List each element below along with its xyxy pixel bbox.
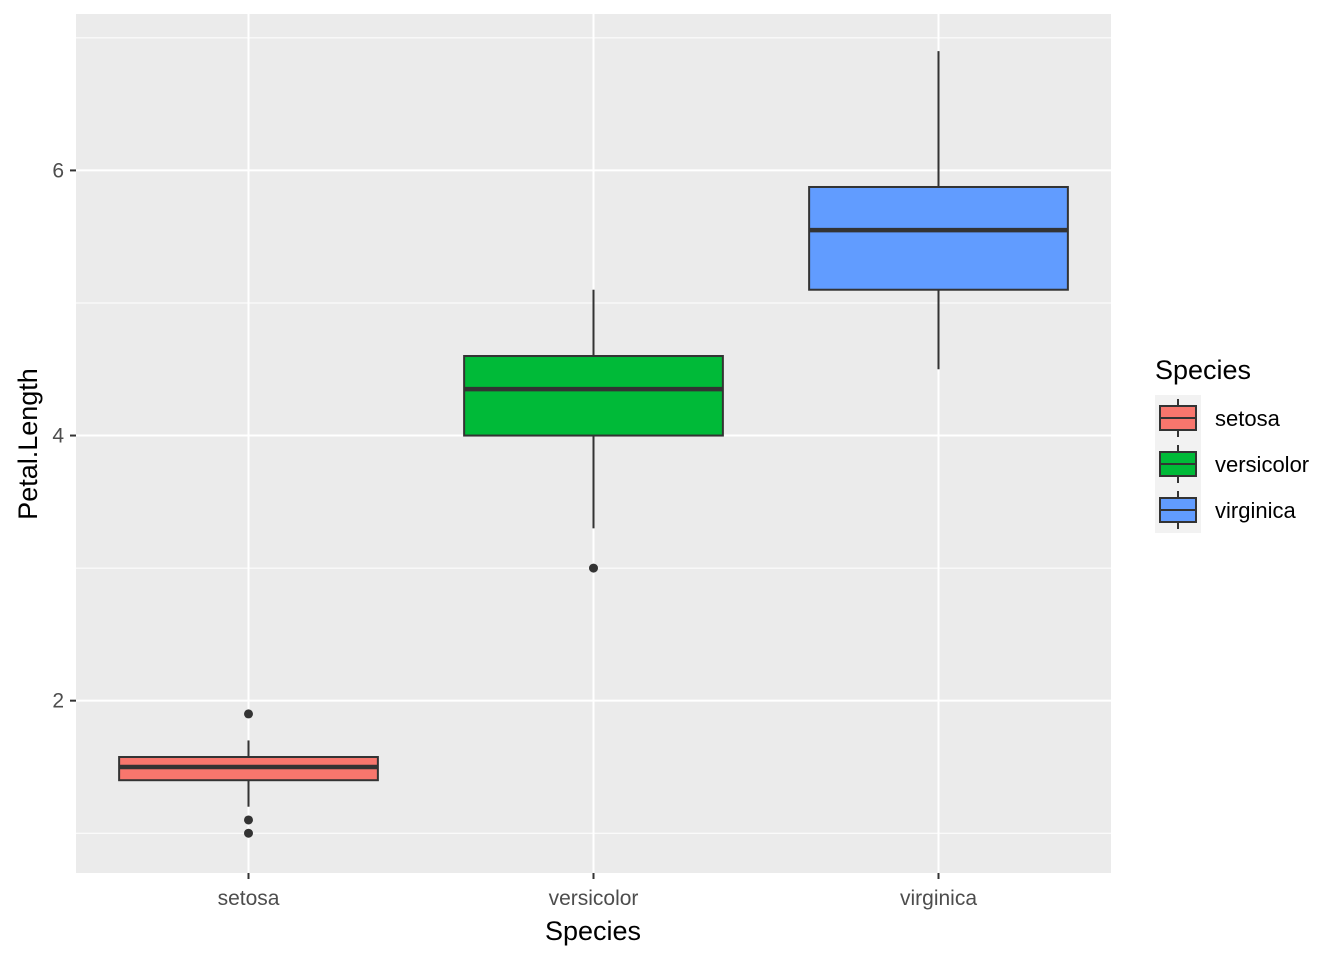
legend-item-setosa: setosa: [1155, 395, 1281, 441]
y-tick-label: 4: [52, 425, 64, 448]
legend-item-versicolor: versicolor: [1155, 441, 1309, 487]
legend-item-virginica: virginica: [1155, 487, 1296, 533]
legend-label: virginica: [1215, 498, 1296, 523]
box-versicolor: [463, 289, 724, 573]
x-axis: setosa versicolor virginica: [218, 873, 977, 910]
legend-label: versicolor: [1215, 452, 1309, 477]
box-iqr: [808, 185, 1069, 291]
y-axis: 2 4 6: [52, 159, 76, 713]
y-tick-label: 6: [52, 159, 64, 182]
outlier-point: [244, 828, 253, 838]
box-virginica: [808, 51, 1069, 370]
outlier-point: [589, 563, 598, 573]
x-axis-title: Species: [545, 916, 641, 946]
x-tick-label: virginica: [900, 887, 977, 910]
legend: Species setosa versicolor virginica: [1155, 355, 1309, 533]
box-iqr: [463, 355, 724, 437]
legend-label: setosa: [1215, 406, 1281, 431]
box-setosa: [118, 709, 379, 838]
box-layer: [118, 51, 1069, 838]
x-tick-label: setosa: [218, 887, 280, 910]
outlier-point: [244, 815, 253, 825]
y-axis-title: Petal.Length: [13, 368, 43, 520]
y-tick-label: 2: [52, 690, 64, 713]
x-tick-label: versicolor: [549, 887, 639, 910]
outlier-point: [244, 709, 253, 719]
legend-title: Species: [1155, 355, 1251, 385]
